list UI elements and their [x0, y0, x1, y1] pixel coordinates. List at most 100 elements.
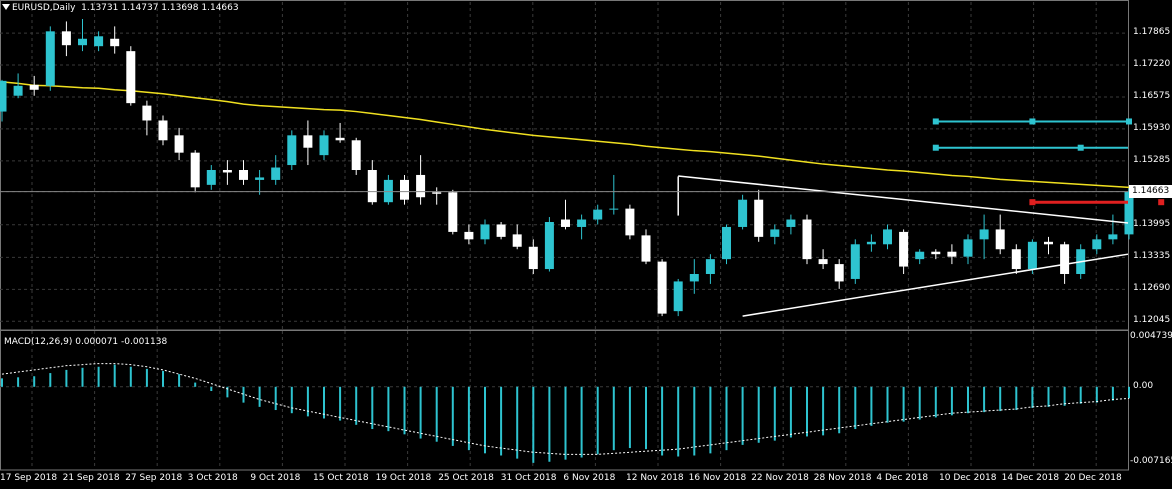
price-axis-tick: 1.17865: [1133, 27, 1171, 38]
symbol-name: EURUSD,Daily: [12, 3, 76, 13]
symbol-header: EURUSD,Daily 1.13731 1.14737 1.13698 1.1…: [12, 3, 239, 14]
candle-body: [383, 179, 393, 203]
candle-body: [657, 261, 667, 314]
candle-body: [174, 135, 184, 153]
candle-body: [834, 264, 844, 282]
candle-body: [1011, 249, 1021, 270]
candle-body: [287, 135, 297, 166]
candle-body: [722, 226, 731, 260]
time-axis-tick: 15 Oct 2018: [313, 473, 369, 483]
price-axis-tick: 1.15930: [1133, 122, 1171, 133]
level-marker: [1158, 199, 1165, 206]
candle-body: [432, 192, 442, 194]
candle-body: [319, 135, 329, 156]
price-axis-tick: 1.13995: [1133, 218, 1171, 229]
candle-body: [1108, 234, 1118, 240]
candle-body: [158, 120, 168, 141]
level-marker: [1077, 144, 1084, 151]
candle-body: [303, 135, 313, 148]
price-axis-tick: 1.15285: [1133, 154, 1171, 165]
candle-body: [94, 36, 104, 47]
level-marker: [1029, 199, 1036, 206]
macd-axis-tick: 0.004739: [1130, 330, 1172, 341]
candle-body: [416, 174, 426, 198]
candle-body: [593, 209, 603, 220]
candle-body: [609, 208, 619, 210]
candle-body: [110, 38, 120, 47]
candle-body: [1092, 239, 1102, 250]
price-axis-tick: 1.12690: [1133, 283, 1171, 294]
moving-average-line: [1, 81, 1130, 189]
candle-body: [754, 199, 764, 237]
candle-body: [802, 219, 812, 260]
candle-body: [78, 38, 87, 46]
price-axis-tick: 1.16575: [1133, 90, 1171, 101]
candle-body: [351, 140, 361, 170]
candle-body: [883, 229, 892, 245]
candle-body: [561, 219, 570, 227]
candle-body: [915, 251, 925, 260]
candle-body: [1060, 244, 1070, 274]
dropdown-triangle-icon[interactable]: [2, 4, 10, 10]
candle-body: [577, 219, 587, 227]
level-marker: [932, 118, 939, 125]
macd-axis-tick: -0.007165: [1130, 456, 1172, 467]
level-marker: [1126, 118, 1132, 125]
candle-body: [689, 274, 699, 282]
candle-body: [480, 224, 490, 240]
candle-body: [13, 85, 23, 96]
time-axis-tick: 17 Sep 2018: [0, 473, 58, 483]
candle-body: [126, 51, 136, 104]
candle-body: [850, 244, 860, 279]
candle-body: [29, 84, 39, 90]
time-axis-tick: 9 Oct 2018: [250, 473, 301, 483]
candle-body: [206, 170, 216, 185]
level-marker: [932, 144, 939, 151]
ohlc-values: 1.13731 1.14737 1.13698 1.14663: [81, 3, 239, 13]
time-axis-tick: 25 Oct 2018: [438, 473, 494, 483]
candle-body: [512, 234, 522, 247]
candle-body: [45, 31, 55, 86]
trendline: [678, 175, 1129, 224]
time-axis-tick: 28 Nov 2018: [813, 473, 872, 483]
time-axis-tick: 6 Nov 2018: [563, 473, 616, 483]
candle-body: [995, 229, 1005, 250]
candle-body: [400, 179, 409, 200]
candle-body: [239, 170, 248, 180]
time-axis-tick: 16 Nov 2018: [688, 473, 747, 483]
current-price-tag: 1.14663: [1129, 184, 1172, 198]
candle-body: [738, 199, 748, 227]
time-axis-tick: 31 Oct 2018: [500, 473, 557, 483]
time-axis-tick: 20 Dec 2018: [1064, 473, 1122, 483]
candle-body: [271, 167, 281, 180]
candle-body: [464, 231, 474, 240]
candle-body: [255, 177, 265, 180]
time-axis-tick: 22 Nov 2018: [751, 473, 809, 483]
candle-body: [367, 170, 377, 203]
price-axis-tick: 1.12045: [1133, 315, 1171, 326]
candle-body: [947, 251, 957, 257]
candle-body: [1124, 191, 1134, 235]
time-axis-tick: 10 Dec 2018: [939, 473, 997, 483]
candle-body: [190, 152, 200, 188]
candle-body: [705, 259, 715, 274]
price-axis-tick: 1.17220: [1133, 59, 1171, 69]
candle-body: [544, 222, 554, 270]
candle-body: [448, 192, 458, 232]
macd-axis-tick: 0.00: [1133, 380, 1154, 391]
candle-body: [866, 241, 876, 245]
candle-body: [222, 170, 232, 173]
macd-signal-line: [1, 363, 1130, 455]
candle-body: [673, 281, 683, 312]
candle-body: [899, 231, 909, 267]
macd-title: MACD(12,26,9) 0.000071 -0.001138: [4, 337, 168, 347]
time-axis-tick: 14 Dec 2018: [1001, 473, 1060, 483]
time-axis-tick: 3 Oct 2018: [187, 473, 238, 483]
candle-body: [931, 251, 941, 255]
time-axis-tick: 4 Dec 2018: [876, 473, 929, 483]
candle-body: [641, 235, 651, 262]
time-axis-tick: 19 Oct 2018: [375, 473, 432, 483]
candle-body: [61, 31, 71, 46]
candle-body: [335, 137, 345, 141]
